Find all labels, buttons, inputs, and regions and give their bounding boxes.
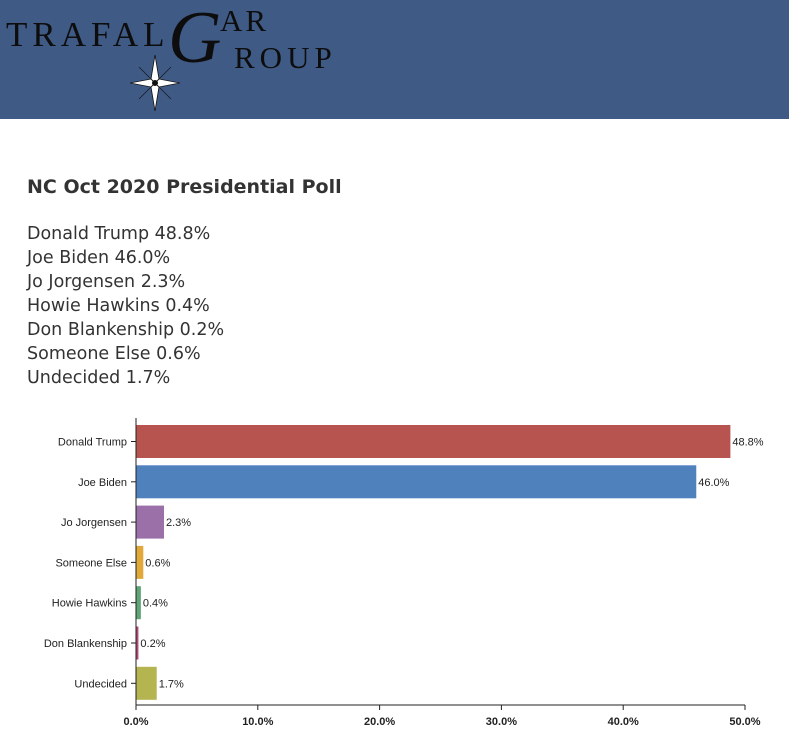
category-label-5: Don Blankenship <box>44 638 127 650</box>
result-item: Donald Trump 48.8% <box>27 224 211 244</box>
x-tick-label-3: 30.0% <box>486 716 517 728</box>
site-header: TRAFAL G AR ROUP <box>0 0 789 119</box>
x-tick-label-2: 20.0% <box>364 716 395 728</box>
data-label-4: 0.4% <box>143 598 168 610</box>
trafalgar-group-logo[interactable]: TRAFAL G AR ROUP <box>6 0 336 119</box>
result-item: Joe Biden 46.0% <box>27 248 171 268</box>
result-item: Jo Jorgensen 2.3% <box>27 272 186 292</box>
data-label-5: 0.2% <box>140 638 165 650</box>
result-item: Someone Else 0.6% <box>27 344 201 364</box>
category-label-2: Jo Jorgensen <box>61 517 127 529</box>
x-tick-label-4: 40.0% <box>608 716 639 728</box>
bar-3 <box>136 545 144 579</box>
data-label-2: 2.3% <box>166 517 191 529</box>
logo-word-roup: ROUP <box>234 40 337 75</box>
logo-letter-g: G <box>168 0 222 79</box>
bar-5 <box>136 626 139 660</box>
logo-word-trafal: TRAFAL <box>6 15 170 54</box>
bar-6 <box>136 666 157 700</box>
logo-word-ar: AR <box>220 3 270 38</box>
compass-rose-icon <box>130 55 180 111</box>
bar-1 <box>136 465 697 499</box>
bar-4 <box>136 586 141 620</box>
category-label-1: Joe Biden <box>78 477 127 489</box>
category-label-6: Undecided <box>74 678 127 690</box>
poll-results-list: Donald Trump 48.8% Joe Biden 46.0% Jo Jo… <box>27 222 224 390</box>
category-label-3: Someone Else <box>55 557 127 569</box>
data-label-1: 46.0% <box>698 477 729 489</box>
data-label-3: 0.6% <box>145 557 170 569</box>
bar-2 <box>136 505 165 539</box>
data-label-6: 1.7% <box>159 678 184 690</box>
result-item: Undecided 1.7% <box>27 368 171 388</box>
data-label-0: 48.8% <box>732 437 763 449</box>
page-title: NC Oct 2020 Presidential Poll <box>27 176 342 198</box>
category-label-4: Howie Hawkins <box>52 598 128 610</box>
x-tick-label-5: 50.0% <box>729 716 760 728</box>
x-tick-label-1: 10.0% <box>242 716 273 728</box>
poll-bar-chart: Donald Trump 48.8% Joe Biden 46.0% Jo Jorgen… <box>44 418 764 728</box>
result-item: Don Blankenship 0.2% <box>27 320 225 340</box>
category-label-0: Donald Trump <box>58 437 127 449</box>
result-item: Howie Hawkins 0.4% <box>27 296 210 316</box>
x-tick-label-0: 0.0% <box>123 716 148 728</box>
bar-0 <box>136 425 731 458</box>
